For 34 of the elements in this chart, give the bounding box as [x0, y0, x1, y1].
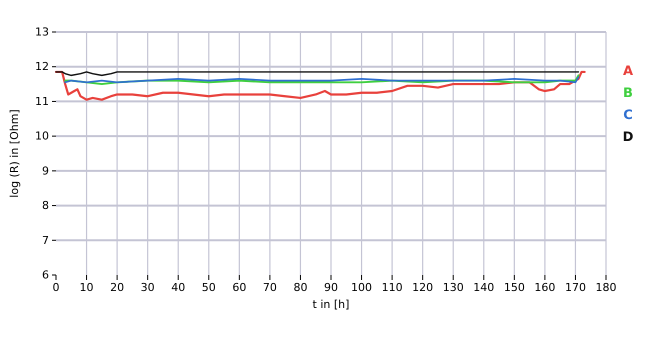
x-tick-label: 70 — [262, 280, 277, 294]
y-tick-label: 10 — [35, 130, 49, 143]
x-axis-title: t in [h] — [312, 298, 350, 311]
x-tick-label: 120 — [412, 280, 434, 294]
x-tick-label: 180 — [596, 280, 616, 294]
x-tick-label: 30 — [140, 280, 155, 294]
line-series — [54, 70, 586, 101]
y-tick-label: 7 — [42, 234, 49, 247]
x-tick-label: 140 — [473, 280, 494, 294]
text: B — [623, 86, 633, 101]
x-tick-label: 60 — [232, 280, 246, 294]
x-tick-label: 110 — [382, 280, 403, 294]
y-tick-label: 9 — [42, 164, 49, 178]
x-tick-label: 40 — [171, 280, 186, 294]
x-tick-label: 20 — [110, 280, 124, 294]
x-tick-label: 160 — [534, 280, 556, 294]
y-axis-title: log (R) in [Ohm] — [8, 109, 21, 198]
x-tick-label: 170 — [564, 280, 586, 294]
y-tick-label: 8 — [42, 199, 49, 212]
y-tick-label: 13 — [35, 26, 49, 39]
x-tick-label: 80 — [293, 280, 308, 294]
x-tick-label: 90 — [324, 280, 338, 294]
text: D — [622, 130, 634, 145]
y-tick-label: 6 — [42, 268, 49, 282]
y-tick-label: 12 — [35, 60, 49, 74]
x-tick-label: 100 — [351, 280, 372, 294]
text: C — [623, 108, 633, 123]
x-tick-label: 50 — [202, 280, 216, 294]
x-tick-label: 150 — [504, 280, 525, 294]
text: A — [622, 64, 634, 79]
y-tick-label: 11 — [35, 94, 49, 108]
x-tick-label: 0 — [52, 280, 60, 294]
x-tick-label: 10 — [80, 280, 94, 294]
x-tick-label: 130 — [442, 280, 464, 294]
